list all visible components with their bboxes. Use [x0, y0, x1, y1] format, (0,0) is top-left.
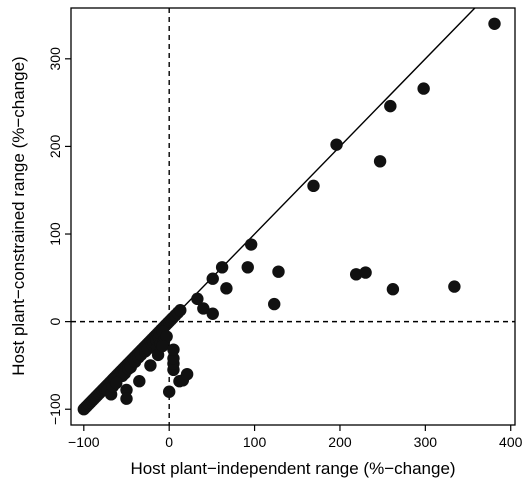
data-point	[120, 383, 133, 397]
data-point	[180, 367, 194, 381]
data-point	[244, 238, 258, 251]
data-point	[417, 82, 430, 95]
x-axis: −100 0 100 200 300 400	[68, 425, 523, 450]
plot-frame	[70, 7, 516, 426]
x-tick-label: 400	[499, 434, 523, 450]
data-point	[373, 155, 387, 168]
x-tick-label: 300	[414, 434, 438, 450]
data-point	[120, 392, 133, 405]
data-point	[488, 17, 501, 30]
data-point	[156, 339, 169, 353]
data-point	[272, 265, 285, 278]
y-tick-label: 200	[47, 135, 63, 159]
data-point	[215, 261, 229, 274]
data-point	[133, 374, 146, 388]
y-tick-label: 0	[47, 318, 63, 326]
data-point	[349, 268, 363, 281]
data-point	[191, 292, 204, 306]
y-tick-label: 300	[47, 47, 63, 71]
data-point	[110, 376, 123, 390]
y-axis-title: Host plant−constrained range (%−change)	[9, 56, 28, 375]
y-axis: −100 0 100 200 300	[47, 47, 71, 425]
data-point	[206, 307, 219, 320]
data-point	[359, 266, 372, 279]
x-tick-label: 0	[165, 434, 173, 450]
data-point	[144, 359, 157, 372]
data-point	[197, 302, 210, 315]
data-point	[268, 297, 281, 311]
data-point	[220, 282, 233, 295]
data-point	[206, 272, 219, 285]
data-point	[386, 283, 400, 296]
y-tick-label: 100	[47, 222, 63, 246]
data-point	[307, 179, 320, 193]
x-tick-label: 100	[243, 434, 267, 450]
data-point	[160, 330, 173, 343]
data-point	[162, 385, 176, 398]
data-point	[167, 343, 180, 356]
data-point	[167, 352, 180, 365]
data-point	[384, 99, 397, 113]
data-point	[241, 261, 254, 274]
data-points	[77, 17, 501, 416]
data-point	[174, 304, 187, 317]
data-point	[330, 138, 343, 151]
x-axis-title: Host plant−independent range (%−change)	[130, 459, 455, 478]
data-point	[448, 280, 461, 293]
y-tick-label: −100	[47, 393, 63, 425]
x-tick-label: 200	[328, 434, 352, 450]
x-tick-label: −100	[68, 434, 100, 450]
